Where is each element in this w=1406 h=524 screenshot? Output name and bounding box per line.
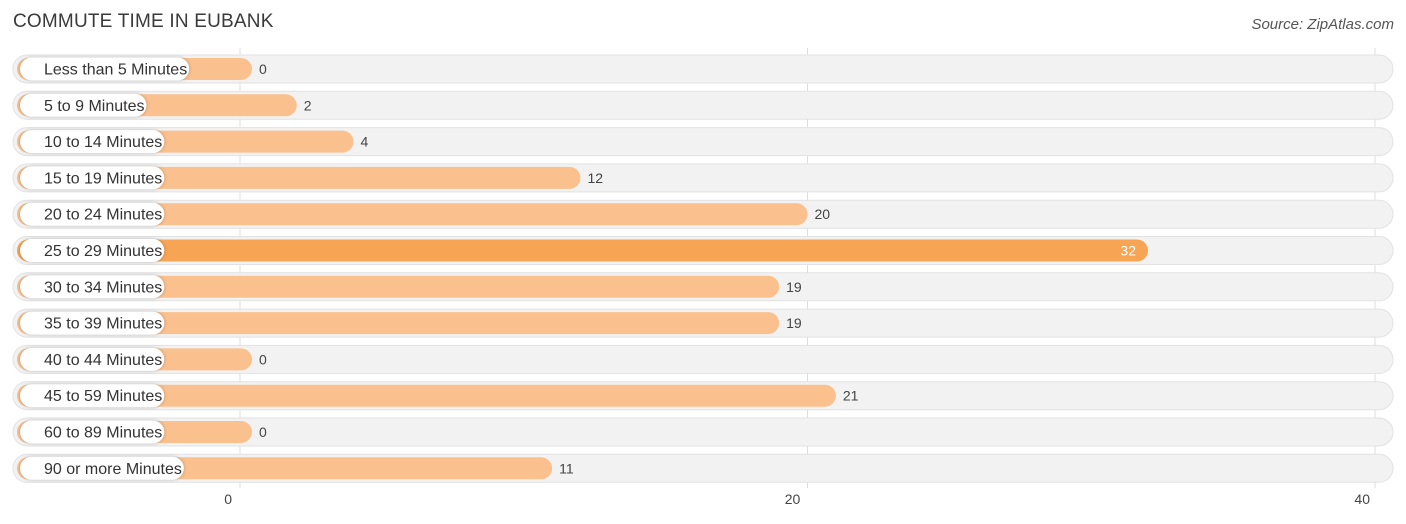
bar [17, 203, 808, 226]
bar-track [12, 127, 1394, 157]
value-label: 2 [304, 97, 312, 113]
category-pill [20, 275, 165, 299]
category-pill [20, 202, 165, 226]
bar-track [12, 344, 1394, 374]
bar-row: 25 to 29 Minutes 32 [12, 236, 1394, 265]
value-label: 19 [786, 279, 802, 295]
value-label: 11 [559, 460, 574, 476]
category-pill [20, 456, 184, 480]
value-label: 19 [786, 315, 802, 331]
value-label: 20 [815, 206, 831, 222]
category-label: 10 to 14 Minutes [44, 134, 162, 151]
category-pill [20, 93, 147, 117]
category-label: 40 to 44 Minutes [44, 352, 162, 369]
category-pill [20, 420, 165, 444]
chart-title: COMMUTE TIME IN EUBANK [13, 11, 274, 32]
category-label: 15 to 19 Minutes [44, 170, 162, 187]
category-label: 20 to 24 Minutes [44, 207, 162, 224]
category-pill [20, 130, 165, 154]
bar-row: 90 or more Minutes 11 [12, 453, 1394, 483]
category-pill [20, 311, 165, 335]
category-pill [20, 239, 165, 262]
chart-rows: Less than 5 Minutes 0 5 to 9 Minutes 2 10 to… [12, 54, 1394, 483]
bar [17, 239, 1148, 262]
bar [17, 275, 780, 298]
value-label: 0 [259, 351, 267, 367]
value-label: 0 [259, 424, 267, 440]
category-pill [20, 347, 165, 371]
category-label: 60 to 89 Minutes [44, 425, 162, 442]
bar-row: 10 to 14 Minutes 4 [12, 127, 1394, 157]
value-label: 32 [1120, 243, 1136, 259]
category-label: 5 to 9 Minutes [44, 98, 145, 115]
category-label: 35 to 39 Minutes [44, 316, 162, 333]
category-label: 90 or more Minutes [44, 461, 182, 478]
x-tick-label: 0 [224, 491, 232, 507]
bar-row: 45 to 59 Minutes 21 [12, 381, 1394, 411]
gridlines [239, 48, 1376, 488]
x-axis-ticks: 0 20 40 [224, 491, 1370, 507]
bar-track [12, 417, 1394, 447]
category-label: 25 to 29 Minutes [44, 243, 162, 260]
bar-row: 5 to 9 Minutes 2 [12, 90, 1394, 120]
source-credit: Source: ZipAtlas.com [1251, 16, 1394, 33]
category-pill [20, 166, 165, 190]
category-label: 30 to 34 Minutes [44, 279, 162, 296]
category-pill [20, 384, 165, 408]
bar-track [12, 90, 1394, 120]
value-label: 12 [588, 170, 604, 186]
bar-row: 20 to 24 Minutes 20 [12, 199, 1394, 229]
category-label: Less than 5 Minutes [44, 62, 187, 79]
bar [17, 384, 836, 407]
bar-row: 40 to 44 Minutes 0 [12, 344, 1394, 374]
category-label: 45 to 59 Minutes [44, 388, 162, 405]
x-tick-label: 20 [785, 491, 801, 507]
bar-track [12, 54, 1394, 84]
bar [17, 312, 780, 335]
value-label: 0 [259, 61, 267, 77]
value-label: 21 [843, 388, 859, 404]
value-label: 4 [361, 134, 369, 150]
bar-row: 60 to 89 Minutes 0 [12, 417, 1394, 447]
bar-row: Less than 5 Minutes 0 [12, 54, 1394, 84]
bar-row: 15 to 19 Minutes 12 [12, 163, 1394, 193]
bar-row: 30 to 34 Minutes 19 [12, 272, 1394, 302]
bar-row: 35 to 39 Minutes 19 [12, 308, 1394, 338]
category-pill [20, 57, 190, 81]
x-tick-label: 40 [1354, 491, 1370, 507]
